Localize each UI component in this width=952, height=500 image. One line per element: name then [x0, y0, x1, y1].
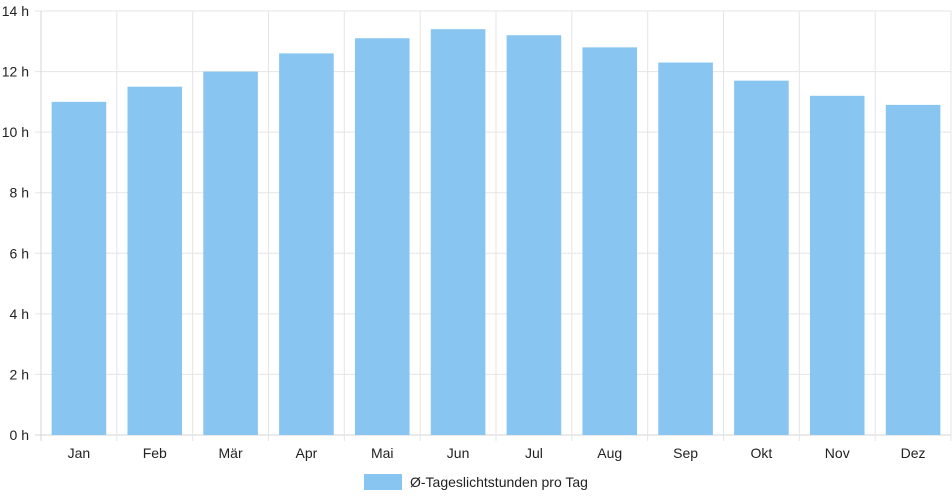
- legend-label: Ø-Tageslichtstunden pro Tag: [410, 474, 588, 490]
- x-tick-label: Feb: [143, 445, 167, 461]
- bar-feb[interactable]: [127, 86, 183, 435]
- bar-jun[interactable]: [430, 29, 486, 436]
- bar-mai[interactable]: [354, 38, 410, 435]
- y-tick-label: 14 h: [2, 3, 29, 19]
- bar-nov[interactable]: [809, 95, 865, 436]
- legend-swatch: [364, 474, 402, 490]
- legend[interactable]: Ø-Tageslichtstunden pro Tag: [364, 472, 588, 492]
- x-tick-label: Nov: [825, 445, 850, 461]
- bars: [51, 29, 941, 436]
- y-tick-label: 0 h: [10, 427, 29, 443]
- y-tick-label: 8 h: [10, 185, 29, 201]
- x-tick-label: Okt: [751, 445, 773, 461]
- y-axis-ticks: 0 h 2 h 4 h 6 h 8 h 10 h 12 h 14 h: [2, 3, 29, 443]
- x-tick-label: Sep: [673, 445, 698, 461]
- bar-jan[interactable]: [51, 101, 107, 435]
- bar-mär[interactable]: [203, 71, 258, 436]
- x-tick-label: Mär: [219, 445, 243, 461]
- x-tick-label: Mai: [371, 445, 394, 461]
- y-tick-label: 10 h: [2, 124, 29, 140]
- x-tick-label: Aug: [597, 445, 622, 461]
- y-tick-label: 2 h: [10, 366, 29, 382]
- x-axis-ticks: Jan Feb Mär Apr Mai Jun Jul Aug Sep Okt Nov Dez: [68, 445, 926, 461]
- x-tick-label: Dez: [901, 445, 926, 461]
- x-tick-label: Jan: [68, 445, 91, 461]
- y-tick-label: 6 h: [10, 245, 29, 261]
- bar-okt[interactable]: [734, 80, 789, 436]
- x-tick-label: Jun: [447, 445, 470, 461]
- x-tick-label: Jul: [525, 445, 543, 461]
- bar-jul[interactable]: [506, 35, 562, 435]
- bar-dez[interactable]: [885, 104, 941, 435]
- bar-sep[interactable]: [658, 62, 713, 435]
- x-tick-label: Apr: [296, 445, 318, 461]
- y-tick-label: 4 h: [10, 306, 29, 322]
- bar-apr[interactable]: [279, 53, 334, 436]
- bar-aug[interactable]: [582, 47, 638, 435]
- grid-lines: [35, 10, 952, 441]
- y-tick-label: 12 h: [2, 64, 29, 80]
